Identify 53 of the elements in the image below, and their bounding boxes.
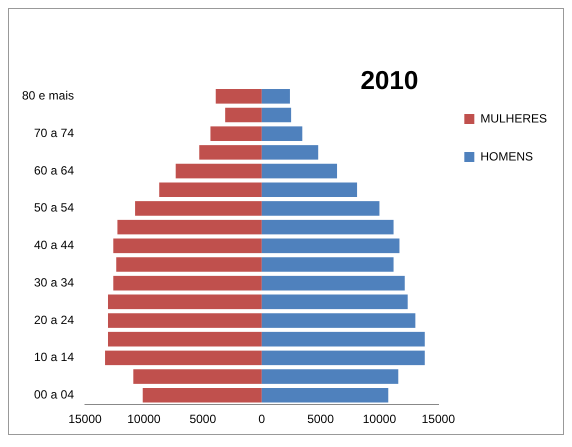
bar xyxy=(262,89,290,104)
bar xyxy=(262,126,302,141)
bar xyxy=(262,220,394,234)
bar xyxy=(176,164,262,178)
bar xyxy=(210,126,262,141)
bar xyxy=(262,257,394,272)
bar xyxy=(262,276,405,290)
bar xyxy=(105,350,262,366)
bar xyxy=(159,182,262,198)
bar xyxy=(262,164,338,178)
y-tick-label: 10 a 14 xyxy=(34,350,74,364)
bar xyxy=(117,220,262,234)
y-tick-label: 30 a 34 xyxy=(34,275,74,290)
bar xyxy=(262,201,380,216)
bar xyxy=(262,182,358,198)
y-tick-label: 60 a 64 xyxy=(34,163,74,178)
bar xyxy=(108,294,262,310)
legend-label: HOMENS xyxy=(480,149,533,164)
bar xyxy=(262,145,318,160)
bar xyxy=(262,332,425,346)
chart-title: 2010 xyxy=(360,65,418,96)
bar xyxy=(133,369,262,384)
bar xyxy=(142,388,262,403)
bar xyxy=(199,145,262,160)
bar xyxy=(225,108,262,122)
bar xyxy=(108,313,262,328)
bar xyxy=(262,313,416,328)
y-tick-label: 00 a 04 xyxy=(34,388,74,402)
y-tick-label: 50 a 54 xyxy=(34,200,74,215)
x-tick-label: 0 xyxy=(258,412,266,426)
x-tick-label: 5000 xyxy=(189,412,216,426)
x-tick-label: 15000 xyxy=(68,412,102,426)
bar xyxy=(113,276,262,290)
bar xyxy=(262,238,400,254)
y-tick-label: 80 e mais xyxy=(22,88,74,103)
bar xyxy=(262,350,425,366)
x-tick-label: 10000 xyxy=(127,412,161,426)
bar xyxy=(262,388,388,403)
bar xyxy=(262,369,398,384)
x-tick-label: 10000 xyxy=(362,412,396,426)
y-tick-label: 20 a 24 xyxy=(34,312,74,327)
x-tick-label: 15000 xyxy=(422,412,456,426)
legend-label: MULHERES xyxy=(480,111,548,126)
bar xyxy=(262,294,408,310)
bar xyxy=(262,108,292,122)
bar xyxy=(135,201,262,216)
bar xyxy=(113,238,262,254)
bar xyxy=(116,257,262,272)
bar xyxy=(216,89,262,104)
x-tick-label: 5000 xyxy=(307,412,334,426)
y-tick-label: 70 a 74 xyxy=(34,126,74,140)
bar xyxy=(108,332,262,346)
y-tick-label: 40 a 44 xyxy=(34,238,74,252)
